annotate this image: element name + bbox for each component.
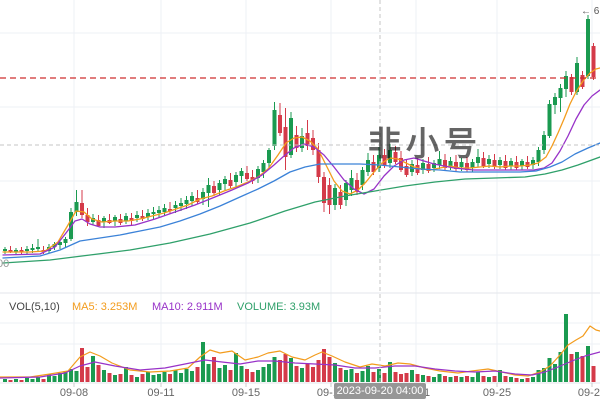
watermark: 非小号 [326, 125, 482, 163]
volume-ma5-legend: MA5: 3.253M [72, 301, 138, 313]
volume-value-legend: VOLUME: 3.93M [237, 301, 321, 313]
watermark-text: 非小号 [368, 125, 482, 162]
crosshair-date-tooltip: 2023-09-20 04:00 [334, 383, 426, 399]
x-axis-label: 09-11 [147, 387, 174, 399]
x-axis-label: 09-08 [60, 387, 88, 399]
x-axis-label: 09-15 [232, 387, 260, 399]
x-axis-label: 09-28 [578, 387, 600, 399]
volume-ma10-legend: MA10: 2.911M [152, 301, 223, 313]
partial-price-label: 00 [0, 258, 10, 270]
latest-price-tag: ← 6 [581, 6, 599, 17]
x-axis-label: 09-25 [483, 387, 511, 399]
site-logo-icon [326, 129, 360, 159]
latest-price-value: 6 [593, 6, 600, 17]
arrow-left-icon: ← [581, 6, 591, 17]
volume-indicator-label: VOL(5,10) [9, 301, 60, 313]
